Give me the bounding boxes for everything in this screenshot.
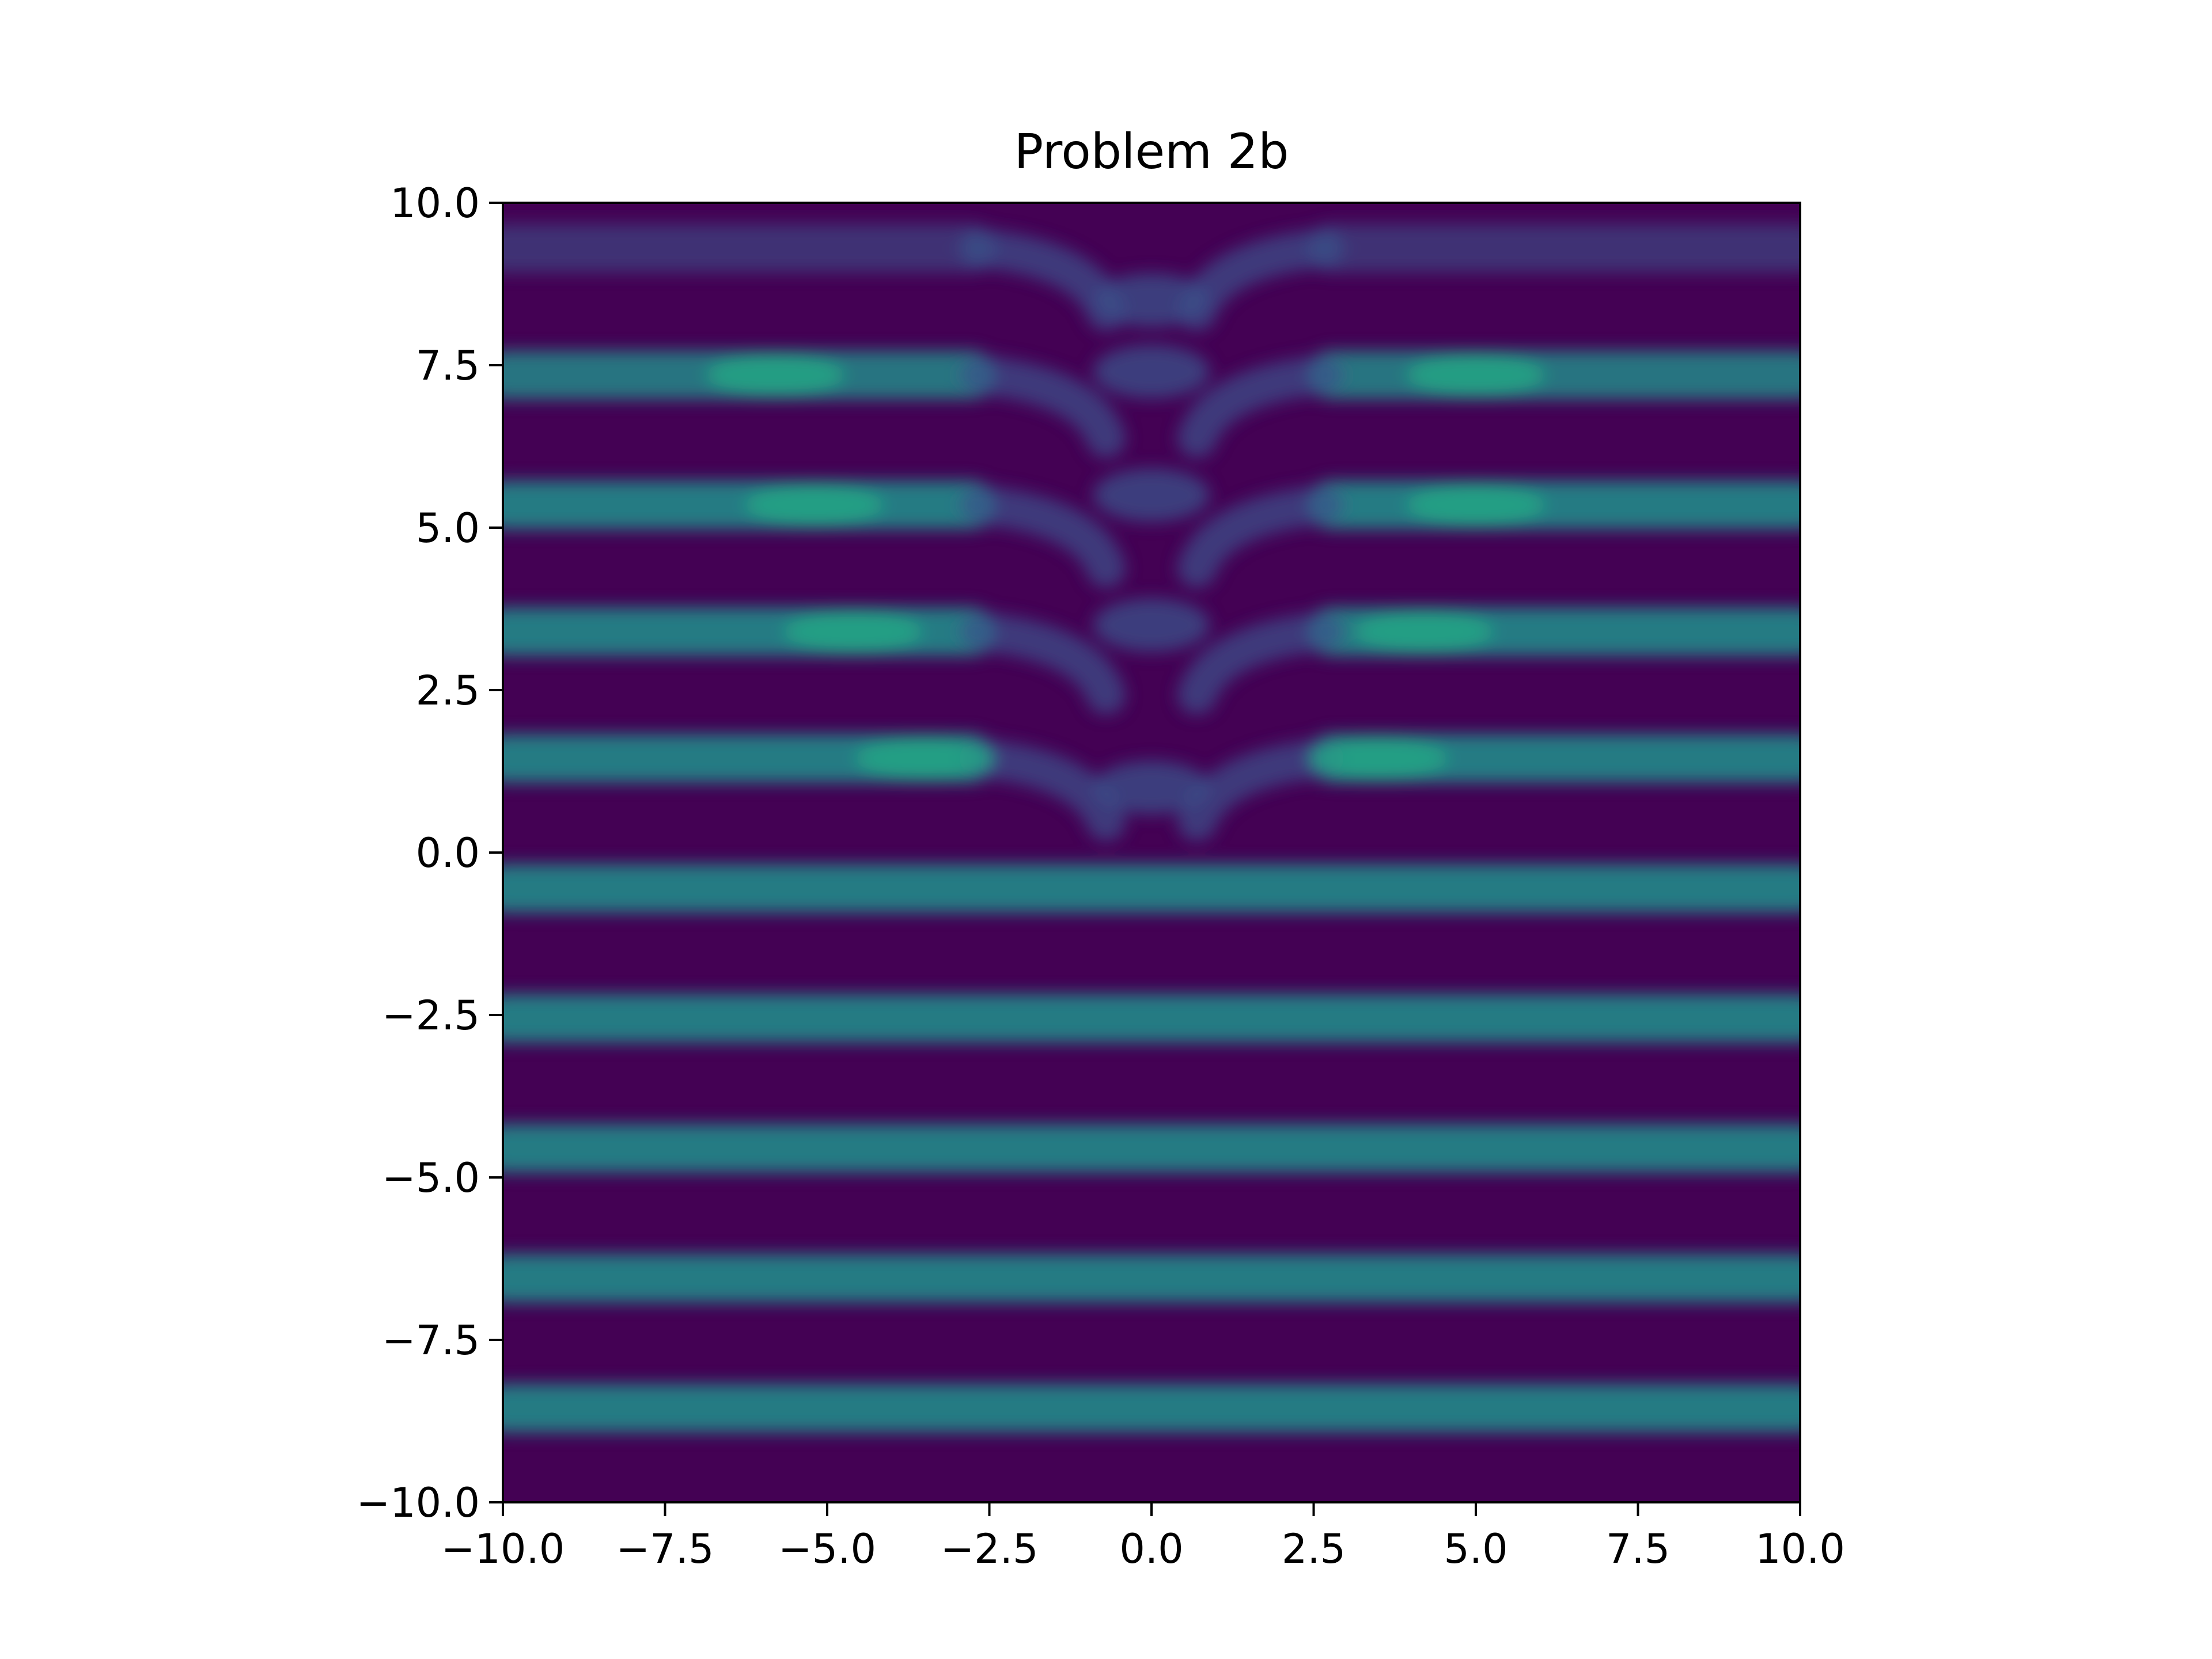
heatmap-band-upper-left xyxy=(503,480,996,529)
heatmap-band-arc-left xyxy=(959,612,1126,715)
y-tick-label: −10.0 xyxy=(356,1479,480,1527)
heatmap-band-lower xyxy=(503,863,1800,913)
heatmap-band-upper-right xyxy=(1307,224,1800,273)
heatmap-highlight xyxy=(745,483,884,527)
heatmap-highlight xyxy=(855,736,994,781)
y-axis: −10.0 −7.5 −5.0 −2.5 0.0 2.5 5.0 7.5 10.0 xyxy=(356,180,503,1527)
heatmap-highlight xyxy=(1407,353,1545,397)
heatmap-band-lower xyxy=(503,994,1800,1043)
x-tick-label: −5.0 xyxy=(778,1525,876,1573)
x-tick-label: 7.5 xyxy=(1606,1525,1670,1573)
y-tick-label: −5.0 xyxy=(382,1154,480,1202)
heatmap-band-arc-right xyxy=(1177,738,1344,842)
y-tick-label: −7.5 xyxy=(382,1317,480,1364)
y-tick-label: 10.0 xyxy=(390,180,480,227)
y-tick-label: 2.5 xyxy=(416,667,480,714)
heatmap-highlight xyxy=(1407,483,1545,527)
heatmap-band-upper-right xyxy=(1307,480,1800,529)
heatmap-band-lower xyxy=(503,1253,1800,1303)
heatmap-highlight xyxy=(1309,736,1448,781)
heatmap-center-blob xyxy=(1093,598,1210,652)
heatmap-highlight xyxy=(706,353,844,397)
x-tick-label: −7.5 xyxy=(616,1525,714,1573)
heatmap-center-blob xyxy=(1093,344,1210,399)
heatmap-highlight xyxy=(1354,609,1493,654)
x-axis: −10.0 −7.5 −5.0 −2.5 0.0 2.5 5.0 7.5 10.0 xyxy=(441,1502,1845,1573)
heatmap-center-blob xyxy=(1093,468,1210,522)
heatmap-band-upper-right xyxy=(1307,350,1800,400)
plot-area xyxy=(503,203,1800,1502)
x-tick-label: 5.0 xyxy=(1444,1525,1508,1573)
heatmap-center-blob xyxy=(1093,273,1210,327)
heatmap-band-lower xyxy=(503,1123,1800,1173)
heatmap-band-arc-left xyxy=(959,485,1126,588)
x-tick-label: 0.0 xyxy=(1119,1525,1183,1573)
heatmap-band-upper-left xyxy=(503,224,996,273)
heatmap-band-arc-left xyxy=(959,355,1126,458)
heatmap-highlight xyxy=(784,609,923,654)
x-tick-label: −2.5 xyxy=(941,1525,1039,1573)
y-tick-label: 0.0 xyxy=(416,830,480,877)
heatmap-band-arc-right xyxy=(1177,485,1344,588)
heatmap-bands xyxy=(503,224,1800,1433)
chart-title: Problem 2b xyxy=(1014,123,1289,180)
heatmap-band-arc-right xyxy=(1177,612,1344,715)
x-tick-label: 2.5 xyxy=(1282,1525,1346,1573)
x-tick-label: −10.0 xyxy=(441,1525,565,1573)
y-tick-label: 7.5 xyxy=(416,342,480,389)
heatmap-band-arc-left xyxy=(959,738,1126,842)
heatmap-band-lower xyxy=(503,1384,1800,1433)
heatmap-center-blob xyxy=(1093,760,1210,815)
y-tick-label: −2.5 xyxy=(382,992,480,1039)
x-tick-label: 10.0 xyxy=(1755,1525,1845,1573)
y-tick-label: 5.0 xyxy=(416,505,480,552)
heatmap-band-arc-right xyxy=(1177,355,1344,458)
